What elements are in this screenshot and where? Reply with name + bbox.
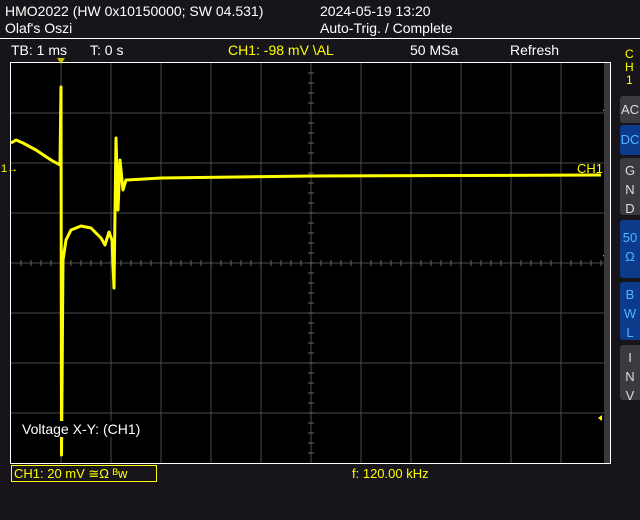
trigger-setting[interactable]: CH1: -98 mV \AL xyxy=(228,42,334,58)
coupling-ac-button[interactable]: AC xyxy=(620,96,640,123)
sample-rate: 50 MSa xyxy=(410,42,459,58)
frequency-readout: f: 120.00 kHz xyxy=(352,466,429,481)
scrollbar[interactable] xyxy=(604,63,610,463)
coupling-dc-button[interactable]: DC xyxy=(620,125,640,155)
acquire-mode[interactable]: Refresh xyxy=(510,42,560,58)
ground-marker-label: 1 xyxy=(1,163,8,175)
divider xyxy=(0,38,640,39)
xy-overlay-label: Voltage X-Y: (CH1) xyxy=(22,421,141,437)
device-name: Olaf's Oszi xyxy=(5,20,73,36)
channel-letter: 1 xyxy=(625,73,633,87)
ch1-trace xyxy=(10,85,602,457)
channel-letter: H xyxy=(625,60,634,74)
channel-letter: C xyxy=(625,47,634,61)
ch1-scale-box[interactable]: CH1: 20 mV ≅Ω ᴮw xyxy=(11,465,157,482)
ch1-scale: CH1: 20 mV ≅Ω ᴮw xyxy=(14,466,128,481)
trigger-position-marker[interactable] xyxy=(57,58,65,64)
datetime: 2024-05-19 13:20 xyxy=(320,3,431,19)
timebase[interactable]: TB: 1 ms xyxy=(11,42,68,58)
trigger-level-marker-icon[interactable] xyxy=(598,415,602,421)
device-info: HMO2022 (HW 0x10150000; SW 04.531) xyxy=(5,3,264,19)
channel-label: CH1 xyxy=(577,161,604,176)
acquisition-status: Auto-Trig. / Complete xyxy=(320,20,453,36)
bandwidth-limit-button[interactable]: B W L xyxy=(620,282,640,340)
invert-button[interactable]: I N V xyxy=(620,345,640,403)
coupling-gnd-button[interactable]: G N D xyxy=(620,158,640,216)
trigger-time[interactable]: T: 0 s xyxy=(90,42,124,58)
impedance-50ohm-button[interactable]: 50 Ω xyxy=(620,220,640,278)
grid xyxy=(11,63,604,463)
ground-marker-icon[interactable]: 1→ xyxy=(1,163,19,175)
